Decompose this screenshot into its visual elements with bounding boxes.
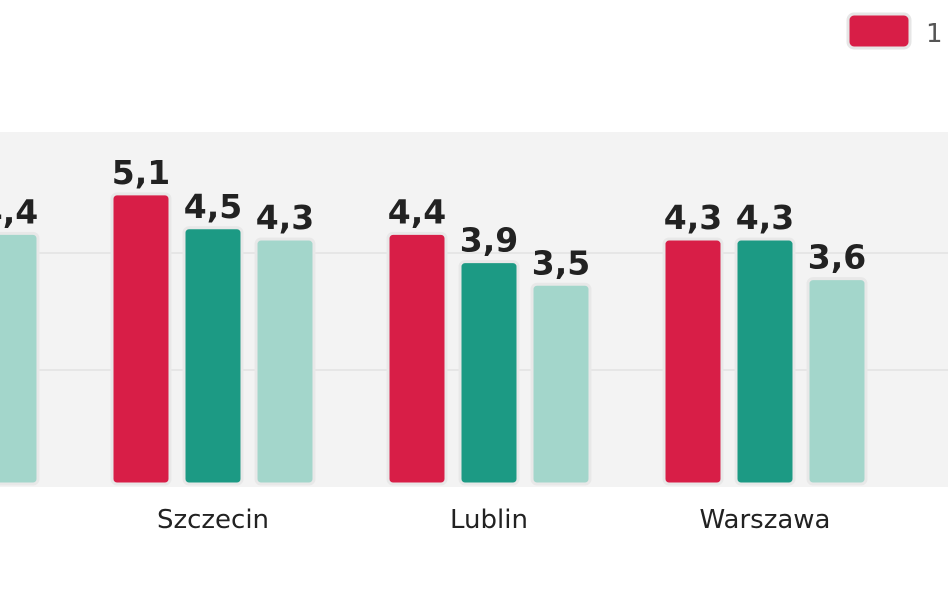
value-label: 3,6 — [808, 238, 866, 277]
bar — [458, 260, 520, 486]
legend: 1 — [846, 12, 943, 50]
bars — [0, 192, 868, 486]
value-labels: 5,14,44,344,53,94,34,44,33,53,6 — [0, 153, 866, 282]
legend-swatch — [846, 12, 912, 50]
bar — [530, 282, 592, 486]
bar — [110, 192, 172, 486]
bar — [734, 237, 796, 486]
value-label: 4,3 — [736, 198, 794, 237]
bar — [254, 237, 316, 486]
bar — [0, 231, 40, 486]
value-label: 4,5 — [184, 187, 242, 226]
bar — [386, 231, 448, 486]
value-label: 3,9 — [460, 221, 518, 260]
bar — [182, 226, 244, 486]
category-label: Lublin — [450, 505, 528, 535]
category-label: Szczecin — [157, 505, 269, 535]
value-label: 4,3 — [664, 198, 722, 237]
category-labels: Szczecin Lublin Warszawa — [157, 505, 831, 535]
legend-label: 1 — [926, 19, 943, 49]
value-label: 4,4 — [388, 192, 446, 231]
value-label: 3,5 — [532, 243, 590, 282]
bar — [662, 237, 724, 486]
value-label: 4,4 — [0, 192, 38, 231]
category-label: Warszawa — [700, 505, 831, 535]
value-label: 5,1 — [112, 153, 170, 192]
bar — [806, 277, 868, 486]
value-label: 4,3 — [256, 198, 314, 237]
